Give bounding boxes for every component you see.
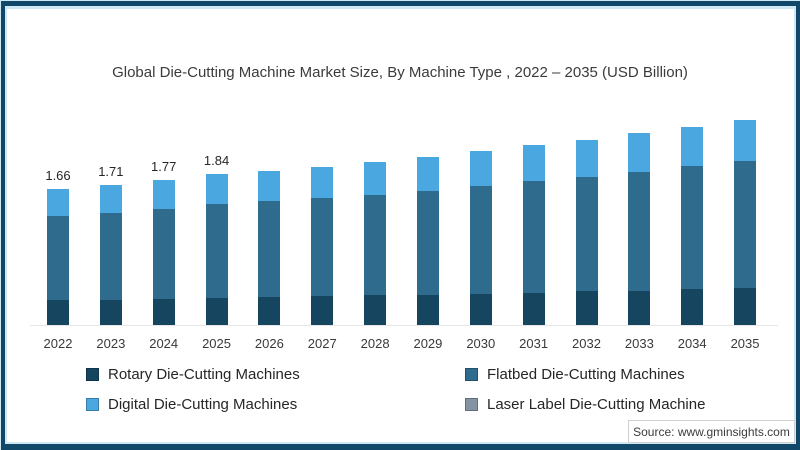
- bar-segment-rotary-2030: [469, 293, 492, 325]
- bar-segment-rotary-2028: [364, 295, 387, 325]
- bar-segment-digital-2029: [416, 156, 439, 191]
- legend-swatch-icon: [86, 368, 99, 381]
- bar-segment-flatbed-2032: [575, 176, 598, 292]
- bar-segment-rotary-2023: [99, 299, 122, 325]
- bar-segment-flatbed-2028: [364, 194, 387, 296]
- bar-value-label-2023: 1.71: [98, 163, 124, 179]
- x-tick-2028: 2028: [360, 336, 390, 351]
- legend-label: Digital Die-Cutting Machines: [108, 396, 298, 413]
- bar-segment-flatbed-2029: [416, 190, 439, 295]
- legend-swatch-icon: [465, 368, 478, 381]
- stacked-bar-2029: [416, 156, 439, 325]
- legend-label: Laser Label Die-Cutting Machine: [487, 396, 706, 413]
- chart-title: Global Die-Cutting Machine Market Size, …: [112, 64, 688, 81]
- bar-segment-rotary-2031: [522, 293, 545, 325]
- bar-segment-rotary-2029: [416, 294, 439, 325]
- bar-segment-digital-2032: [575, 139, 598, 177]
- x-tick-2026: 2026: [254, 336, 284, 351]
- bar-segment-flatbed-2033: [628, 171, 651, 291]
- bar-value-label-2024: 1.77: [151, 158, 177, 174]
- bar-segment-digital-2030: [469, 151, 492, 187]
- bar-segment-flatbed-2031: [522, 181, 545, 293]
- bar-segment-rotary-2026: [258, 297, 281, 325]
- bar-segment-digital-2022: [47, 188, 69, 216]
- legend-item-rotary: Rotary Die-Cutting Machines: [86, 366, 300, 383]
- source-text: Source: www.gminsights.com: [633, 424, 790, 439]
- bar-segment-rotary-2027: [311, 296, 334, 325]
- legend-item-digital: Digital Die-Cutting Machines: [86, 396, 297, 413]
- x-tick-2034: 2034: [677, 336, 707, 351]
- bar-segment-flatbed-2027: [311, 197, 334, 297]
- stacked-bar-2023: [99, 184, 122, 325]
- bar-segment-flatbed-2023: [99, 212, 122, 300]
- legend-swatch-icon: [465, 398, 478, 411]
- x-tick-2031: 2031: [519, 336, 549, 351]
- bar-segment-rotary-2035: [734, 288, 757, 325]
- bar-segment-digital-2027: [311, 166, 334, 198]
- legend-swatch-icon: [86, 398, 99, 411]
- bar-segment-rotary-2033: [628, 290, 651, 325]
- bar-segment-flatbed-2026: [258, 201, 281, 298]
- stacked-bar-2022: [47, 188, 69, 325]
- stacked-bar-2033: [628, 133, 651, 325]
- x-tick-2029: 2029: [413, 336, 443, 351]
- legend-label: Rotary Die-Cutting Machines: [108, 366, 300, 383]
- x-tick-2033: 2033: [624, 336, 654, 351]
- x-tick-2025: 2025: [202, 336, 231, 351]
- bar-segment-flatbed-2025: [205, 204, 228, 298]
- x-tick-2023: 2023: [96, 336, 126, 351]
- bar-value-label-2025: 1.84: [203, 153, 230, 169]
- stacked-bar-2035: [734, 120, 757, 325]
- stacked-bar-2027: [311, 166, 334, 325]
- source-box: Source: www.gminsights.com: [628, 420, 795, 443]
- bar-segment-digital-2034: [681, 126, 704, 166]
- legend-item-laser: Laser Label Die-Cutting Machine: [465, 396, 705, 413]
- bar-segment-rotary-2025: [205, 297, 228, 325]
- stacked-bar-2030: [469, 151, 492, 325]
- bar-segment-rotary-2034: [681, 288, 704, 325]
- bar-segment-digital-2035: [734, 120, 757, 161]
- bar-segment-flatbed-2022: [47, 215, 69, 301]
- stacked-bar-2024: [152, 179, 175, 325]
- stacked-bar-2031: [522, 145, 545, 325]
- bar-segment-digital-2025: [205, 174, 228, 205]
- bar-segment-flatbed-2024: [152, 208, 175, 299]
- bar-segment-digital-2024: [152, 179, 175, 209]
- bar-segment-rotary-2022: [47, 300, 69, 325]
- bar-segment-digital-2023: [99, 184, 122, 213]
- bar-segment-digital-2026: [258, 170, 281, 202]
- legend-label: Flatbed Die-Cutting Machines: [487, 366, 685, 383]
- bar-segment-digital-2028: [364, 161, 387, 195]
- stacked-bar-2028: [364, 161, 387, 325]
- x-tick-2030: 2030: [466, 336, 496, 351]
- chart-background: [7, 9, 794, 442]
- x-tick-2032: 2032: [572, 336, 601, 351]
- x-axis-baseline: [30, 325, 778, 326]
- legend-item-flatbed: Flatbed Die-Cutting Machines: [465, 366, 685, 383]
- x-tick-2024: 2024: [149, 336, 179, 351]
- x-tick-2027: 2027: [307, 336, 337, 351]
- bar-segment-flatbed-2030: [469, 186, 492, 294]
- bar-segment-digital-2031: [522, 145, 545, 182]
- stacked-bar-2025: [205, 174, 228, 325]
- bar-segment-rotary-2032: [575, 291, 598, 325]
- bar-segment-flatbed-2035: [734, 161, 757, 289]
- bar-segment-flatbed-2034: [681, 165, 704, 289]
- stacked-bar-2034: [681, 126, 704, 325]
- stacked-bar-2032: [575, 139, 598, 325]
- stacked-bar-2026: [258, 170, 281, 325]
- bar-value-label-2022: 1.66: [45, 167, 71, 183]
- x-tick-2035: 2035: [730, 336, 760, 351]
- bar-segment-digital-2033: [628, 133, 651, 172]
- bar-segment-rotary-2024: [152, 298, 175, 325]
- x-tick-2022: 2022: [43, 336, 73, 351]
